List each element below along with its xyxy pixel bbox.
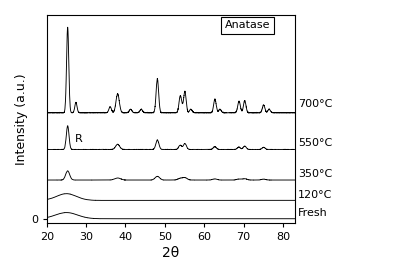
Text: 350°C: 350°C (298, 169, 332, 179)
Text: R: R (75, 134, 83, 144)
Text: Anatase: Anatase (225, 20, 270, 30)
Y-axis label: Intensity (a.u.): Intensity (a.u.) (15, 73, 28, 165)
Text: 550°C: 550°C (298, 138, 332, 148)
Text: 120°C: 120°C (298, 190, 332, 200)
Text: Fresh: Fresh (298, 208, 328, 218)
Text: 700°C: 700°C (298, 99, 332, 109)
X-axis label: 2θ: 2θ (162, 246, 179, 260)
